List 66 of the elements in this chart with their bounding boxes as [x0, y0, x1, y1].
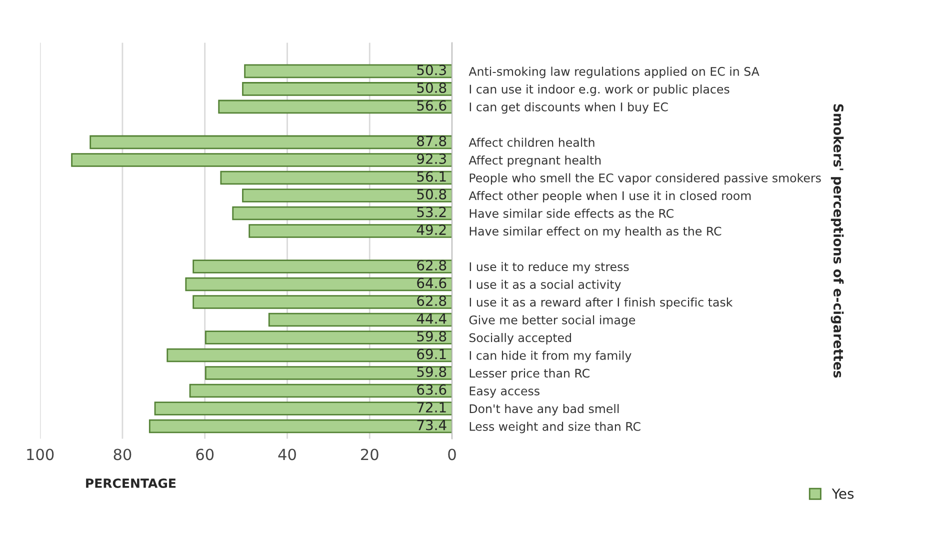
y-tick-label: Have similar effect on my health as the RC: [470, 226, 722, 238]
bar: [218, 100, 452, 114]
y-tick-label: Give me better social image: [469, 315, 636, 327]
data-label: 92.3: [417, 153, 446, 164]
data-label: 64.6: [417, 278, 446, 288]
bar: [242, 82, 452, 96]
data-label: 72.1: [417, 402, 446, 412]
bar: [248, 224, 452, 238]
data-label: 73.4: [417, 420, 446, 430]
x-tick-label: 0: [448, 448, 456, 460]
y-tick-label: People who smell the EC vapor considered passive smokers: [470, 173, 821, 185]
x-tick-label: 40: [278, 448, 296, 460]
bar: [185, 277, 452, 292]
data-label: 59.8: [417, 331, 446, 342]
y-tick-label: I can use it indoor e.g. work or public places: [470, 84, 730, 96]
bar: [242, 188, 452, 202]
bar: [189, 384, 452, 398]
data-label: 56.6: [417, 100, 446, 111]
bar: [244, 64, 452, 78]
y-tick-label: Anti-smoking law regulations applied on EC in SA: [468, 66, 760, 78]
y-tick-label: Have similar side effects as the RC: [470, 208, 674, 218]
x-tick-label: 20: [361, 448, 378, 460]
y-tick-label: Don't have any bad smell: [470, 404, 619, 416]
y-tick-label: I can get discounts when I buy EC: [470, 102, 668, 114]
y-tick-label: Less weight and size than RC: [470, 422, 640, 434]
data-label: 49.2: [416, 224, 446, 236]
data-label: 63.6: [417, 384, 446, 395]
bar: [154, 402, 452, 416]
x-tick-label: 100: [27, 448, 54, 460]
y-tick-label: I use it to reduce my stress: [470, 262, 629, 274]
y-tick-label: Affect children health: [468, 138, 594, 147]
bar: [71, 153, 452, 167]
data-label: 50.8: [417, 82, 446, 93]
bar: [204, 330, 452, 344]
y-tick-label: I use it as a social activity: [470, 280, 621, 292]
bar: [148, 419, 452, 434]
bar: [220, 170, 452, 185]
x-axis-title: PERCENTAGE: [86, 478, 176, 488]
bar: [192, 260, 452, 274]
y-tick-label: Socially accepted: [469, 333, 571, 344]
bar: [232, 206, 452, 220]
y-tick-label: I use it as a reward after I finish specific task: [470, 298, 733, 309]
bar: [204, 366, 452, 380]
data-label: 69.1: [417, 348, 446, 360]
x-tick-label: 60: [196, 448, 214, 460]
x-tick-label: 80: [114, 448, 132, 460]
data-label: 50.3: [417, 64, 446, 76]
y-tick-label: Easy access: [470, 386, 540, 398]
y-tick-label: Affect pregnant health: [468, 155, 601, 167]
data-label: 62.8: [417, 260, 446, 271]
y-tick-label: I can hide it from my family: [470, 350, 632, 362]
bar: [192, 295, 452, 309]
data-label: 59.8: [417, 366, 446, 378]
legend-label: Yes: [832, 488, 854, 499]
y-tick-label: Lesser price than RC: [470, 368, 590, 380]
bar: [166, 348, 452, 362]
bar: [90, 135, 452, 150]
data-label: 56.1: [417, 171, 446, 182]
data-label: 50.8: [417, 189, 446, 200]
data-label: 87.8: [417, 136, 446, 146]
y-axis-title: Smokers' perceptions of e-cigarettes: [830, 104, 844, 378]
data-label: 62.8: [417, 296, 446, 306]
data-label: 44.4: [416, 313, 446, 324]
bar: [268, 312, 452, 327]
y-tick-label: Affect other people when I use it in closed room: [468, 190, 751, 202]
data-label: 53.2: [417, 206, 446, 218]
